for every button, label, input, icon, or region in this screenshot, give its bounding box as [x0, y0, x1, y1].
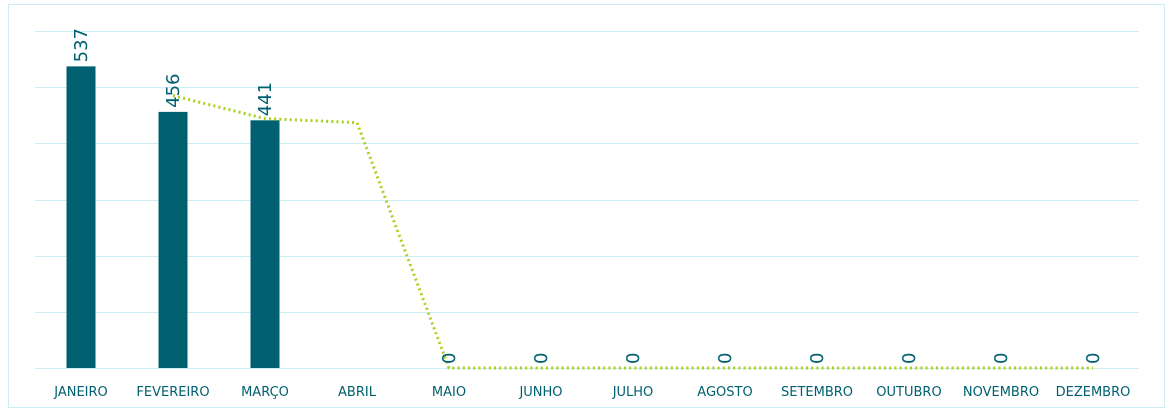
- bar: [158, 111, 188, 368]
- trend-line-layer: [172, 94, 1093, 370]
- bar-value-label: 0: [899, 353, 920, 364]
- bars: [66, 66, 280, 369]
- monthly-bar-chart: 537 456 441 0 0 0 0 0 0 0 0 JANEIRO FEVEREIRO MARÇO A…: [35, 28, 1139, 400]
- bar-value-label: 0: [531, 353, 552, 364]
- x-tick-label: MAIO: [432, 385, 466, 400]
- x-tick-label: OUTUBRO: [876, 385, 941, 400]
- bar-value-label: 537: [71, 28, 92, 62]
- bar-value-label: 0: [1083, 353, 1104, 364]
- bar-value-label: 456: [163, 74, 184, 108]
- bar: [66, 66, 96, 368]
- bar: [250, 120, 280, 369]
- x-tick-label: JANEIRO: [53, 385, 108, 400]
- x-tick-label: SETEMBRO: [781, 385, 853, 400]
- value-labels: 537 456 441 0 0 0 0 0 0 0 0: [71, 28, 1104, 364]
- bar-value-label: 0: [807, 353, 828, 364]
- bar-value-label: 0: [623, 353, 644, 364]
- x-tick-label: JULHO: [612, 385, 654, 400]
- chart-frame: 537 456 441 0 0 0 0 0 0 0 0 JANEIRO FEVEREIRO MARÇO A…: [8, 4, 1165, 408]
- x-tick-label: NOVEMBRO: [963, 385, 1039, 400]
- x-tick-label: FEVEREIRO: [136, 385, 209, 400]
- x-axis-ticks: JANEIRO FEVEREIRO MARÇO ABRIL MAIO JUNHO JULHO…: [53, 385, 1130, 400]
- x-tick-label: AGOSTO: [697, 385, 752, 400]
- bar-value-label: 0: [991, 353, 1012, 364]
- bar-value-label: 0: [715, 353, 736, 364]
- gridlines: [35, 31, 1139, 369]
- x-tick-label: JUNHO: [518, 385, 562, 400]
- x-tick-label: MARÇO: [241, 385, 289, 400]
- x-tick-label: ABRIL: [338, 385, 377, 400]
- bar-value-label: 0: [439, 353, 460, 364]
- trend-line: [172, 94, 1093, 370]
- x-tick-label: DEZEMBRO: [1056, 385, 1131, 400]
- bar-value-label: 441: [255, 82, 276, 116]
